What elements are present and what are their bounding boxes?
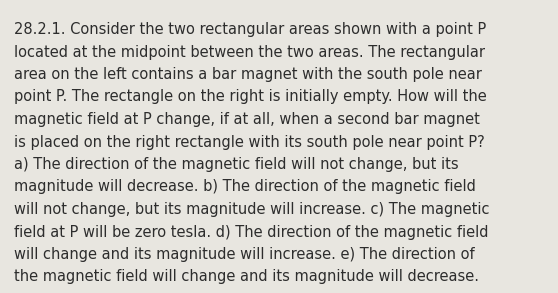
Text: magnetic field at P change, if at all, when a second bar magnet: magnetic field at P change, if at all, w… <box>14 112 480 127</box>
Text: 28.2.1. Consider the two rectangular areas shown with a point P: 28.2.1. Consider the two rectangular are… <box>14 22 486 37</box>
Text: magnitude will decrease. b) The direction of the magnetic field: magnitude will decrease. b) The directio… <box>14 180 476 195</box>
Text: area on the left contains a bar magnet with the south pole near: area on the left contains a bar magnet w… <box>14 67 482 82</box>
Text: the magnetic field will change and its magnitude will decrease.: the magnetic field will change and its m… <box>14 270 479 285</box>
Text: is placed on the right rectangle with its south pole near point P?: is placed on the right rectangle with it… <box>14 134 485 149</box>
Text: a) The direction of the magnetic field will not change, but its: a) The direction of the magnetic field w… <box>14 157 459 172</box>
Text: field at P will be zero tesla. d) The direction of the magnetic field: field at P will be zero tesla. d) The di… <box>14 224 488 239</box>
Text: located at the midpoint between the two areas. The rectangular: located at the midpoint between the two … <box>14 45 485 59</box>
Text: will not change, but its magnitude will increase. c) The magnetic: will not change, but its magnitude will … <box>14 202 489 217</box>
Text: will change and its magnitude will increase. e) The direction of: will change and its magnitude will incre… <box>14 247 475 262</box>
Text: point P. The rectangle on the right is initially empty. How will the: point P. The rectangle on the right is i… <box>14 89 487 105</box>
